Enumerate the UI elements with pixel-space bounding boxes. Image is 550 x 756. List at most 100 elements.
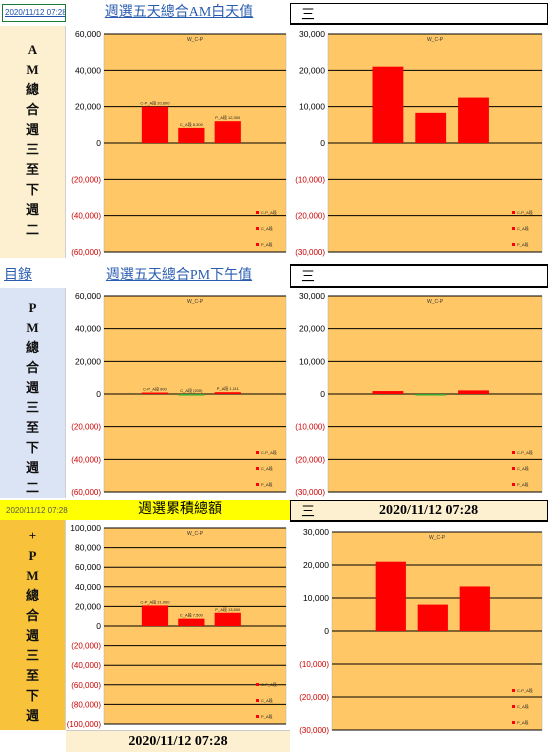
weekday-cell-pm: 三 — [290, 264, 548, 288]
cum-banner — [0, 500, 290, 520]
am-side-label: A M 總 合 週 三 至 下 週 二 — [0, 26, 66, 258]
am-right-chart[interactable]: 30,000 20,000 10,000 0 (10,000) (20,000) (30,0… — [290, 26, 546, 258]
side-char: + — [28, 528, 37, 543]
y-tick-label: (20,000) — [295, 455, 325, 464]
bar — [141, 605, 169, 626]
legend-label: C-P_A段 — [517, 449, 533, 455]
legend-label: P_A段 — [261, 713, 273, 719]
am-title-link[interactable]: 週選五天總合AM白天值 — [104, 5, 254, 20]
y-tick-label: 60,000 — [75, 562, 101, 572]
legend-swatch — [256, 227, 259, 230]
bar — [141, 106, 169, 143]
catalog-link[interactable]: 目錄 — [4, 268, 32, 283]
bar — [178, 618, 205, 626]
y-tick-label: 20,000 — [75, 601, 101, 611]
y-tick-label: 10,000 — [299, 356, 325, 366]
y-tick-label: (20,000) — [299, 693, 329, 702]
y-tick-label: (10,000) — [295, 423, 325, 432]
y-tick-label: 100,000 — [70, 523, 101, 533]
legend-label: C_A段 — [261, 225, 273, 231]
data-label: C-P_A段 900 — [143, 386, 167, 392]
y-tick-label: (20,000) — [71, 423, 101, 432]
legend-swatch — [256, 483, 259, 486]
y-tick-label: 40,000 — [75, 582, 101, 592]
side-char: 週 — [25, 122, 39, 137]
legend-label: C-P_A段 — [261, 209, 277, 215]
pm-left-chart[interactable]: 60,000 40,000 20,000 0 (20,000) (40,000) (60,0… — [66, 288, 290, 498]
y-tick-label: 20,000 — [303, 560, 329, 570]
weekday-label: 三 — [301, 270, 315, 285]
bar — [375, 561, 406, 631]
y-tick-label: 30,000 — [299, 291, 325, 301]
weekday-cell-cum: 三 2020/11/12 07:28 — [290, 500, 548, 522]
side-char: M — [26, 62, 39, 77]
weekday-cell-am: 三 — [290, 3, 548, 25]
side-char: 下 — [25, 182, 39, 197]
side-char: 週 — [25, 708, 39, 723]
y-tick-label: 0 — [320, 389, 325, 399]
y-tick-label: (10,000) — [299, 660, 329, 669]
y-tick-label: 0 — [96, 138, 101, 148]
legend-label: C_A段 — [261, 465, 273, 471]
legend-swatch — [512, 483, 515, 486]
y-tick-label: (20,000) — [71, 175, 101, 184]
side-char: 總 — [25, 82, 39, 97]
pm-right-chart[interactable]: 30,000 20,000 10,000 0 (10,000) (20,000) (30,0… — [290, 288, 546, 498]
side-char: 二 — [25, 480, 39, 495]
legend-label: P_A段 — [261, 481, 273, 487]
side-char: 二 — [25, 222, 39, 237]
legend-swatch — [512, 451, 515, 454]
pm-side-label: P M 總 合 週 三 至 下 週 二 — [0, 288, 66, 498]
y-tick-label: (40,000) — [71, 661, 101, 670]
legend-label: C-P_A段 — [261, 449, 277, 455]
y-tick-label: 30,000 — [303, 527, 329, 537]
y-tick-label: 0 — [96, 389, 101, 399]
bar — [141, 392, 169, 395]
side-char: P — [28, 548, 37, 563]
y-tick-label: 20,000 — [75, 102, 101, 112]
y-tick-label: (20,000) — [295, 212, 325, 221]
cum-right-svg: 30,000 20,000 10,000 0 (10,000) (20,000) (30,0… — [294, 524, 546, 736]
cum-left-chart[interactable]: 100,000 80,000 60,000 40,000 20,000 0 (20,000)… — [66, 520, 290, 730]
bar — [214, 121, 241, 143]
legend-swatch — [512, 243, 515, 246]
side-char: 合 — [25, 102, 39, 117]
side-char: 週 — [25, 628, 39, 643]
legend-label: C-P_A段 — [261, 681, 277, 687]
data-label: P_A段 1,111 — [217, 385, 240, 391]
cum-side-label: + P M 總 合 週 三 至 下 週 — [0, 520, 66, 730]
am-left-svg: 60,000 40,000 20,000 0 (20,000) (40,000) (60,0… — [66, 26, 290, 258]
legend-label: P_A段 — [517, 241, 529, 247]
side-char: 三 — [25, 400, 39, 415]
side-char: A — [27, 42, 38, 57]
legend-label: C_A段 — [261, 697, 273, 703]
side-char: 週 — [25, 380, 39, 395]
y-tick-label: (60,000) — [71, 248, 101, 257]
y-tick-label: 40,000 — [75, 65, 101, 75]
weekday-label: 三 — [301, 504, 315, 520]
data-label: C_A段 7,500 — [180, 612, 204, 618]
legend-label: C-P_A段 — [517, 209, 533, 215]
cum-right-chart[interactable]: 30,000 20,000 10,000 0 (10,000) (20,000) (30,0… — [294, 524, 546, 736]
side-char: 至 — [25, 162, 39, 177]
bar — [459, 586, 490, 631]
timestamp-link-top[interactable]: 2020/11/12 07:28 — [2, 4, 66, 22]
pm-title-link[interactable]: 週選五天總合PM下午值 — [105, 268, 253, 283]
bar — [415, 394, 447, 396]
legend-swatch — [256, 699, 259, 702]
bar — [372, 391, 404, 394]
y-tick-label: (40,000) — [71, 455, 101, 464]
am-left-chart[interactable]: 60,000 40,000 20,000 0 (20,000) (40,000) (60,0… — [66, 26, 290, 258]
side-char: 三 — [25, 142, 39, 157]
chart-title: W_C-P — [187, 37, 204, 43]
am-right-svg: 30,000 20,000 10,000 0 (10,000) (20,000) (30,0… — [290, 26, 546, 258]
legend-label: P_A段 — [517, 719, 529, 725]
y-tick-label: 0 — [320, 138, 325, 148]
legend-label: C_A段 — [517, 703, 529, 709]
y-tick-label: 0 — [324, 626, 329, 636]
timestamp-mid: 2020/11/12 07:28 — [6, 506, 68, 515]
pm-left-svg: 60,000 40,000 20,000 0 (20,000) (40,000) (60,0… — [66, 288, 290, 498]
bar — [178, 127, 205, 143]
y-tick-label: (60,000) — [71, 488, 101, 497]
y-tick-label: 20,000 — [299, 324, 325, 334]
